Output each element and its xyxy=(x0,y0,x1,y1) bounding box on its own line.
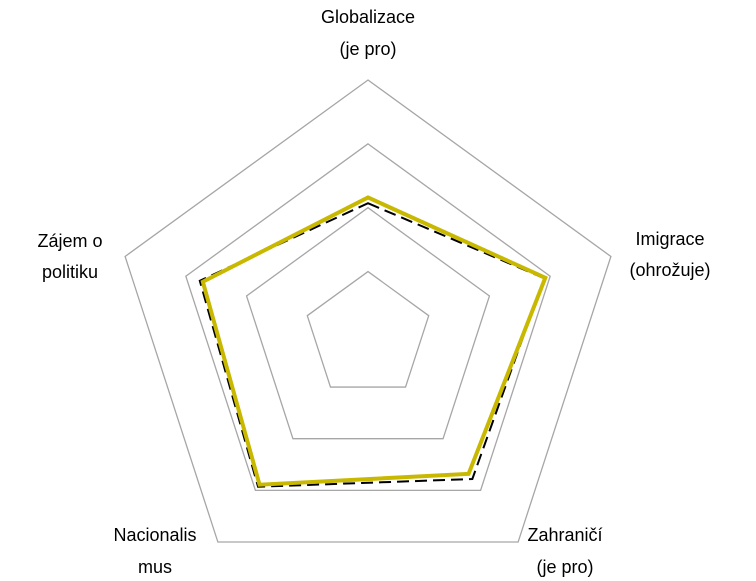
grid-ring xyxy=(185,143,551,492)
axis-label: Zájem o xyxy=(37,231,102,251)
series-line xyxy=(198,202,546,488)
grid-ring xyxy=(245,206,491,440)
grid-ring xyxy=(124,79,612,543)
axis-label: Zahraničí xyxy=(527,525,602,545)
axis-label: Imigrace xyxy=(635,229,704,249)
axis-label: (je pro) xyxy=(536,557,593,577)
series-line xyxy=(200,195,548,487)
axis-label: mus xyxy=(138,557,172,577)
axis-label: Nacionalis xyxy=(113,525,196,545)
axis-label: (je pro) xyxy=(339,39,396,59)
axis-label: (ohrožuje) xyxy=(629,260,710,280)
grid-ring xyxy=(306,270,430,388)
axis-label: Globalizace xyxy=(321,7,415,27)
axis-label: politiku xyxy=(42,262,98,282)
